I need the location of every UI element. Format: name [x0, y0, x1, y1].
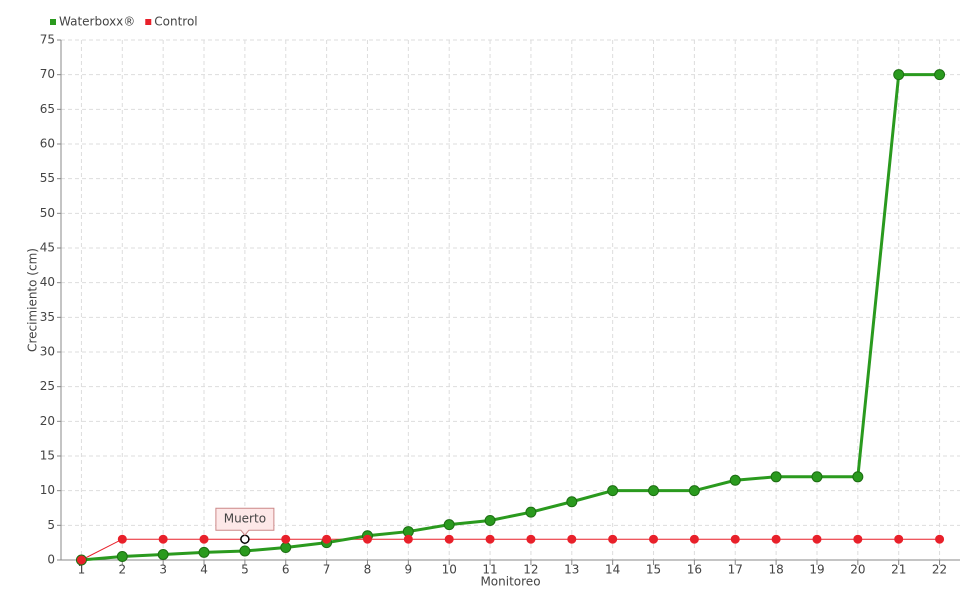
y-tick-label: 10 — [40, 483, 55, 497]
legend-label: Waterboxx® — [59, 15, 135, 29]
data-point — [240, 534, 250, 544]
series-line — [81, 73, 940, 562]
y-tick-label: 65 — [40, 102, 55, 116]
annotation-box — [215, 507, 275, 537]
data-point — [811, 471, 823, 483]
x-tick-label: 14 — [605, 563, 620, 577]
x-tick-label: 21 — [891, 563, 906, 577]
data-point — [362, 534, 372, 544]
data-point — [771, 534, 781, 544]
data-point — [730, 534, 740, 544]
data-point — [853, 534, 863, 544]
annotation: Muerto — [224, 512, 266, 526]
x-tick-label: 12 — [523, 563, 538, 577]
data-point — [648, 485, 660, 497]
data-point — [526, 534, 536, 544]
x-tick-label: 22 — [932, 563, 947, 577]
x-tick-label: 10 — [442, 563, 457, 577]
x-tick-label: 6 — [282, 563, 290, 577]
data-point — [567, 534, 577, 544]
y-tick-label: 70 — [40, 67, 55, 81]
data-point — [689, 534, 699, 544]
data-point — [729, 474, 741, 486]
y-tick-label: 60 — [40, 137, 55, 151]
data-point — [935, 534, 945, 544]
x-tick-label: 15 — [646, 563, 661, 577]
data-point — [322, 534, 332, 544]
data-point — [485, 534, 495, 544]
data-point — [281, 534, 291, 544]
data-point — [484, 514, 496, 526]
data-point — [157, 548, 169, 560]
data-point — [117, 534, 127, 544]
x-tick-label: 13 — [564, 563, 579, 577]
data-point — [199, 534, 209, 544]
legend-swatch — [145, 19, 152, 25]
data-point — [649, 534, 659, 544]
data-point — [934, 69, 946, 81]
data-point — [894, 534, 904, 544]
x-tick-label: 1 — [78, 563, 86, 577]
y-tick-label: 5 — [47, 518, 55, 532]
data-point — [893, 69, 905, 81]
series-line — [81, 538, 940, 561]
x-tick-label: 3 — [159, 563, 167, 577]
x-tick-label: 11 — [482, 563, 497, 577]
x-tick-label: 17 — [728, 563, 743, 577]
y-tick-label: 25 — [40, 379, 55, 393]
x-tick-label: 19 — [809, 563, 824, 577]
x-tick-label: 8 — [364, 563, 372, 577]
x-tick-label: 9 — [405, 563, 413, 577]
y-tick-label: 45 — [40, 241, 55, 255]
data-point — [280, 542, 292, 554]
data-point — [158, 534, 168, 544]
data-point — [852, 471, 864, 483]
data-point — [770, 471, 782, 483]
y-tick-label: 55 — [40, 171, 55, 185]
x-tick-label: 18 — [768, 563, 783, 577]
data-point — [608, 534, 618, 544]
legend-label: Control — [154, 15, 197, 29]
data-point — [403, 534, 413, 544]
data-point — [688, 485, 700, 497]
x-tick-label: 2 — [118, 563, 126, 577]
data-point — [444, 534, 454, 544]
data-point — [76, 555, 86, 565]
x-tick-label: 20 — [850, 563, 865, 577]
legend-swatch — [50, 19, 56, 25]
x-tick-label: 5 — [241, 563, 249, 577]
data-point — [239, 545, 251, 557]
x-tick-label: 4 — [200, 563, 208, 577]
y-tick-label: 40 — [40, 275, 55, 289]
data-point — [198, 546, 210, 558]
y-tick-label: 15 — [40, 449, 55, 463]
x-axis-label: Monitoreo — [480, 575, 540, 589]
data-point — [525, 506, 537, 518]
data-point — [812, 534, 822, 544]
y-tick-label: 35 — [40, 310, 55, 324]
data-point — [443, 519, 455, 531]
x-tick-label: 16 — [687, 563, 702, 577]
x-tick-label: 7 — [323, 563, 331, 577]
data-point — [566, 496, 578, 508]
y-tick-label: 75 — [40, 33, 55, 47]
y-tick-label: 50 — [40, 206, 55, 220]
y-tick-label: 20 — [40, 414, 55, 428]
data-point — [607, 485, 619, 497]
y-tick-label: 0 — [47, 553, 55, 567]
y-axis-label: Crecimiento (cm) — [26, 248, 40, 352]
y-tick-label: 30 — [40, 345, 55, 359]
data-point — [116, 551, 128, 563]
